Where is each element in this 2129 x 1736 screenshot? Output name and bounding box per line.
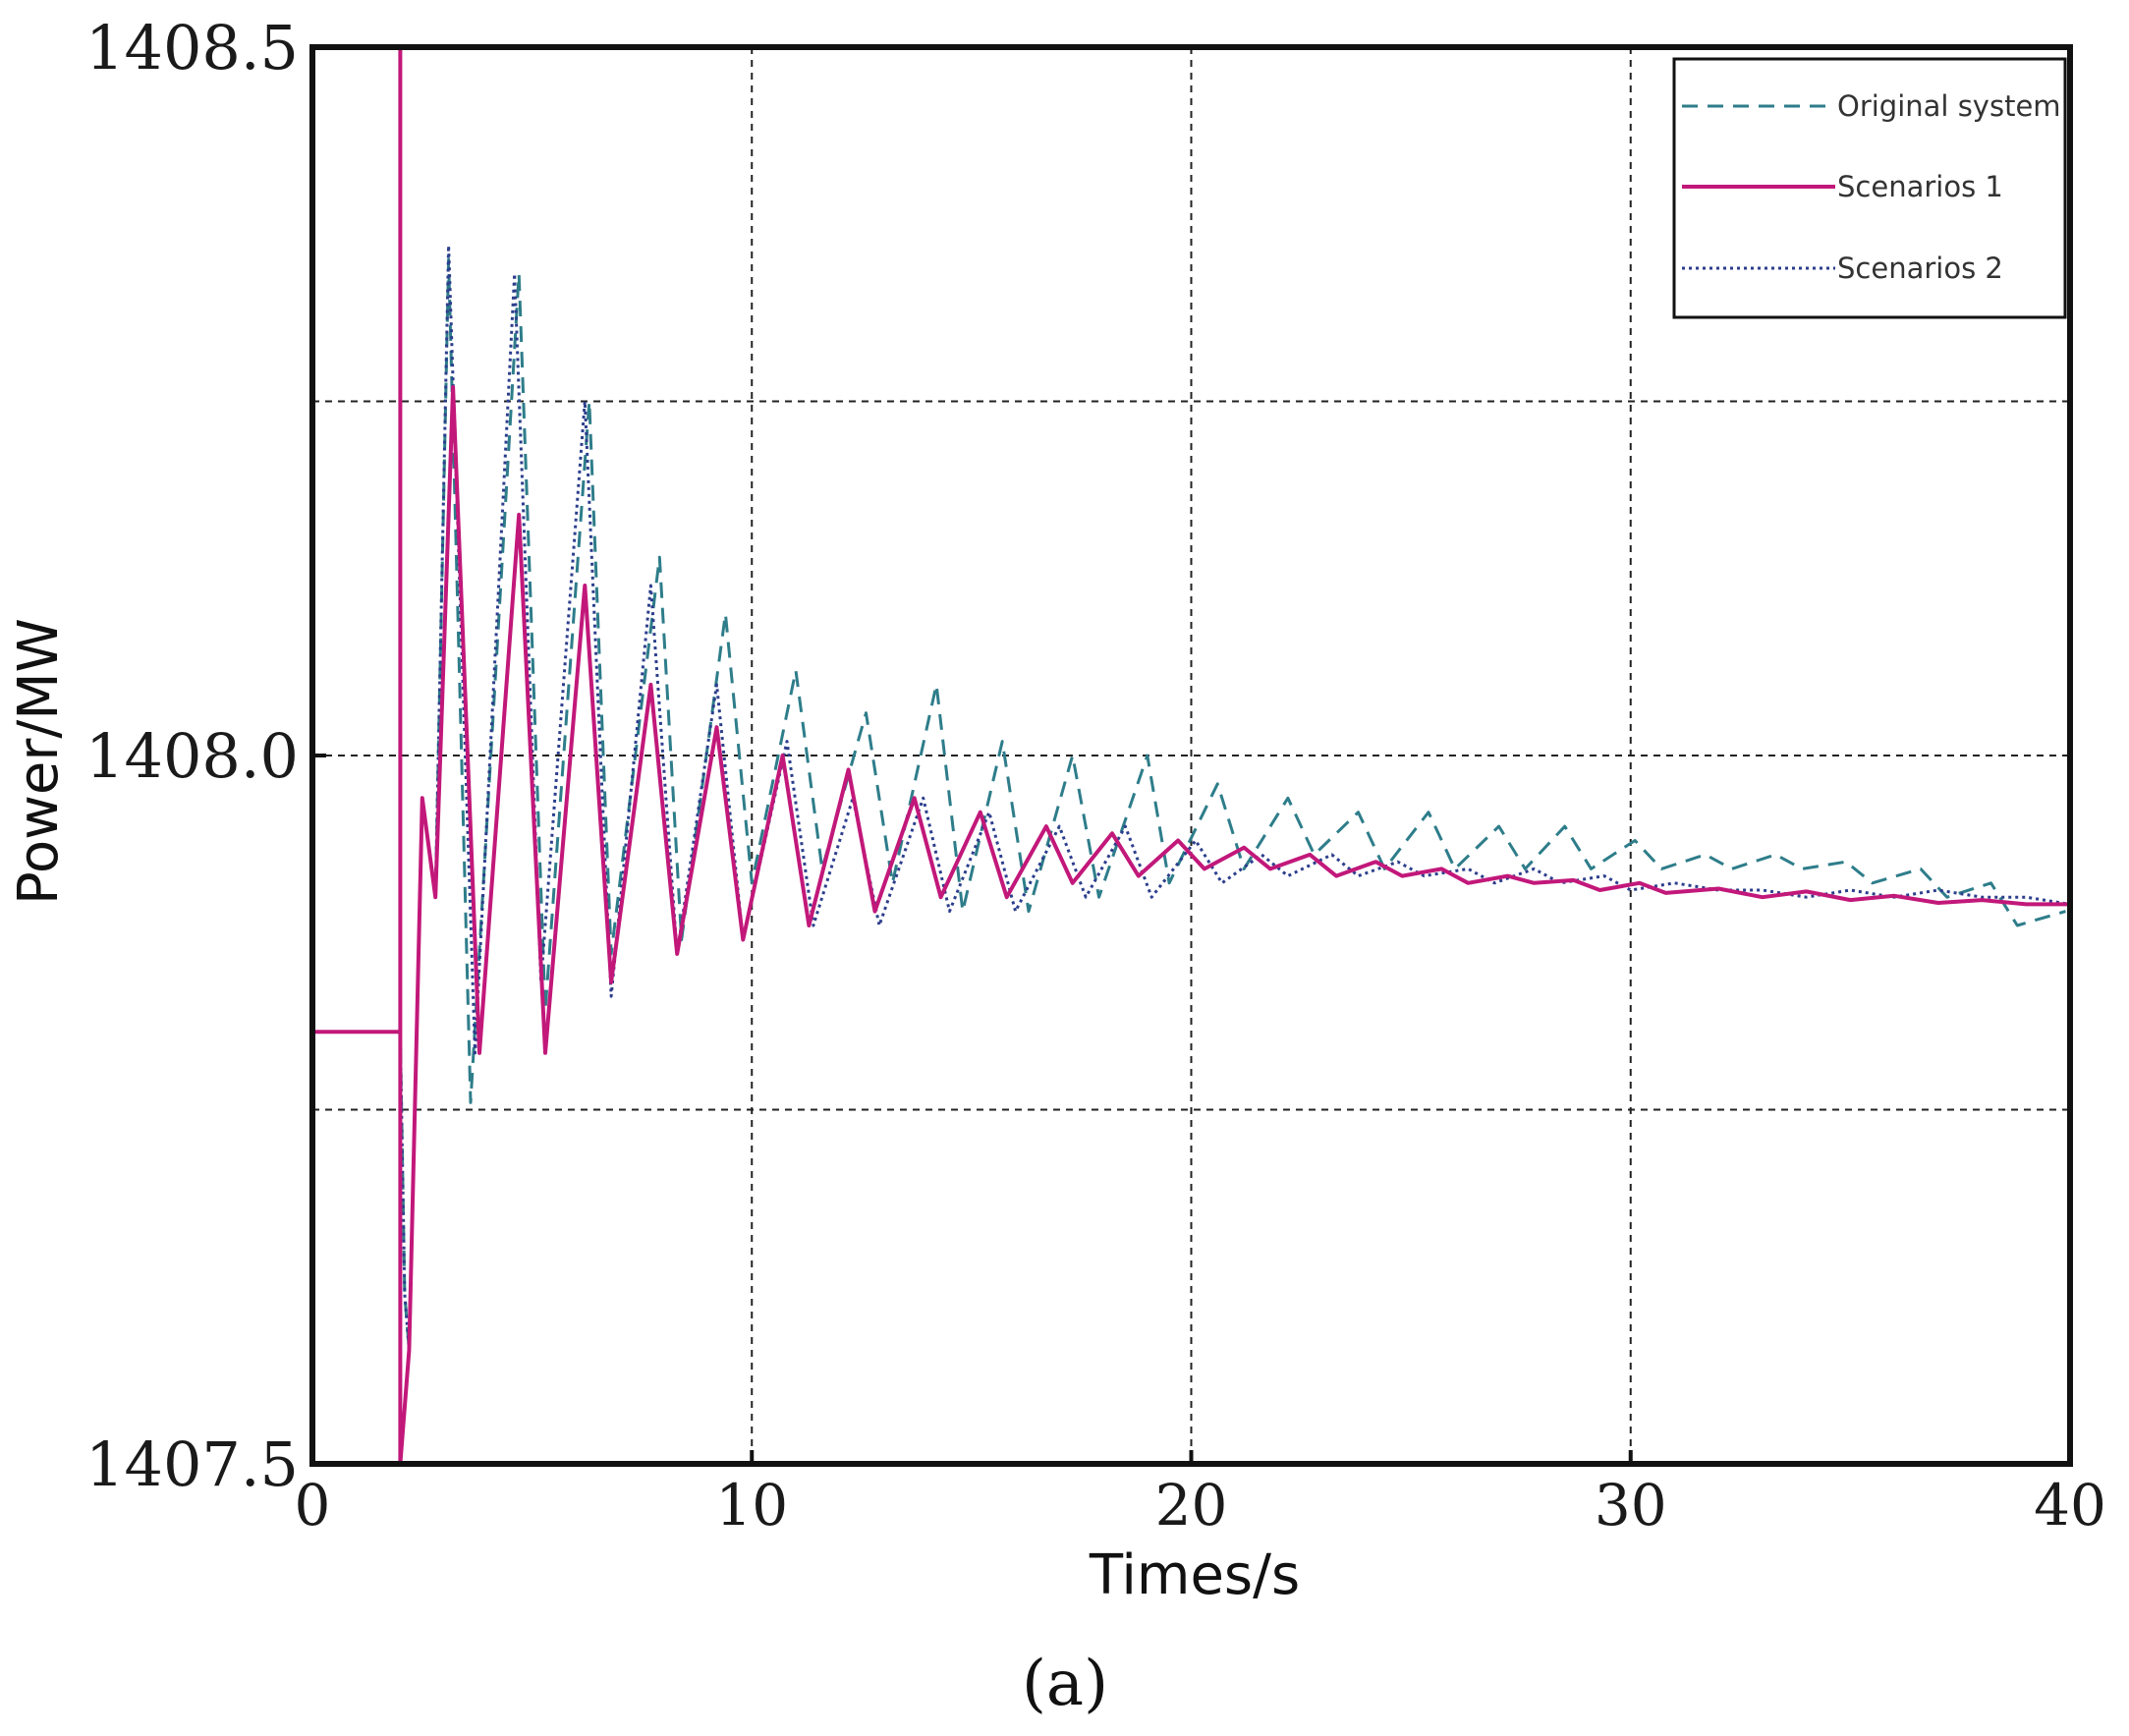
x-axis-label: Times/s [1089, 1543, 1300, 1607]
figure-caption: (a) [1022, 1648, 1108, 1720]
y-tick-label: 1407.5 [85, 1428, 299, 1500]
grid [312, 47, 2070, 1464]
x-tick-label: 0 [295, 1472, 331, 1539]
series-line-original-system [312, 257, 2066, 1353]
series-group [312, 45, 2071, 1466]
x-tick-label: 20 [1155, 1472, 1228, 1539]
x-tick-label: 30 [1595, 1472, 1667, 1539]
legend-label-scenarios-1: Scenarios 1 [1837, 170, 2003, 203]
legend-label-scenarios-2: Scenarios 2 [1837, 252, 2003, 285]
series-line-scenarios-2 [312, 244, 2071, 1353]
x-tick-label: 40 [2034, 1472, 2106, 1539]
y-tick-label: 1408.0 [85, 720, 299, 792]
legend: Original system Scenarios 1 Scenarios 2 [1672, 57, 2067, 319]
x-axis-ticks: 0 10 20 30 40 [295, 1450, 2106, 1539]
y-axis-ticks: 1407.5 1408.0 1408.5 [85, 12, 326, 1500]
x-tick-label: 10 [715, 1472, 788, 1539]
series-line-scenarios-1 [312, 45, 2070, 1466]
legend-label-original-system: Original system [1837, 89, 2061, 123]
y-axis-label: Power/MW [7, 618, 71, 905]
y-tick-label: 1408.5 [85, 12, 299, 84]
